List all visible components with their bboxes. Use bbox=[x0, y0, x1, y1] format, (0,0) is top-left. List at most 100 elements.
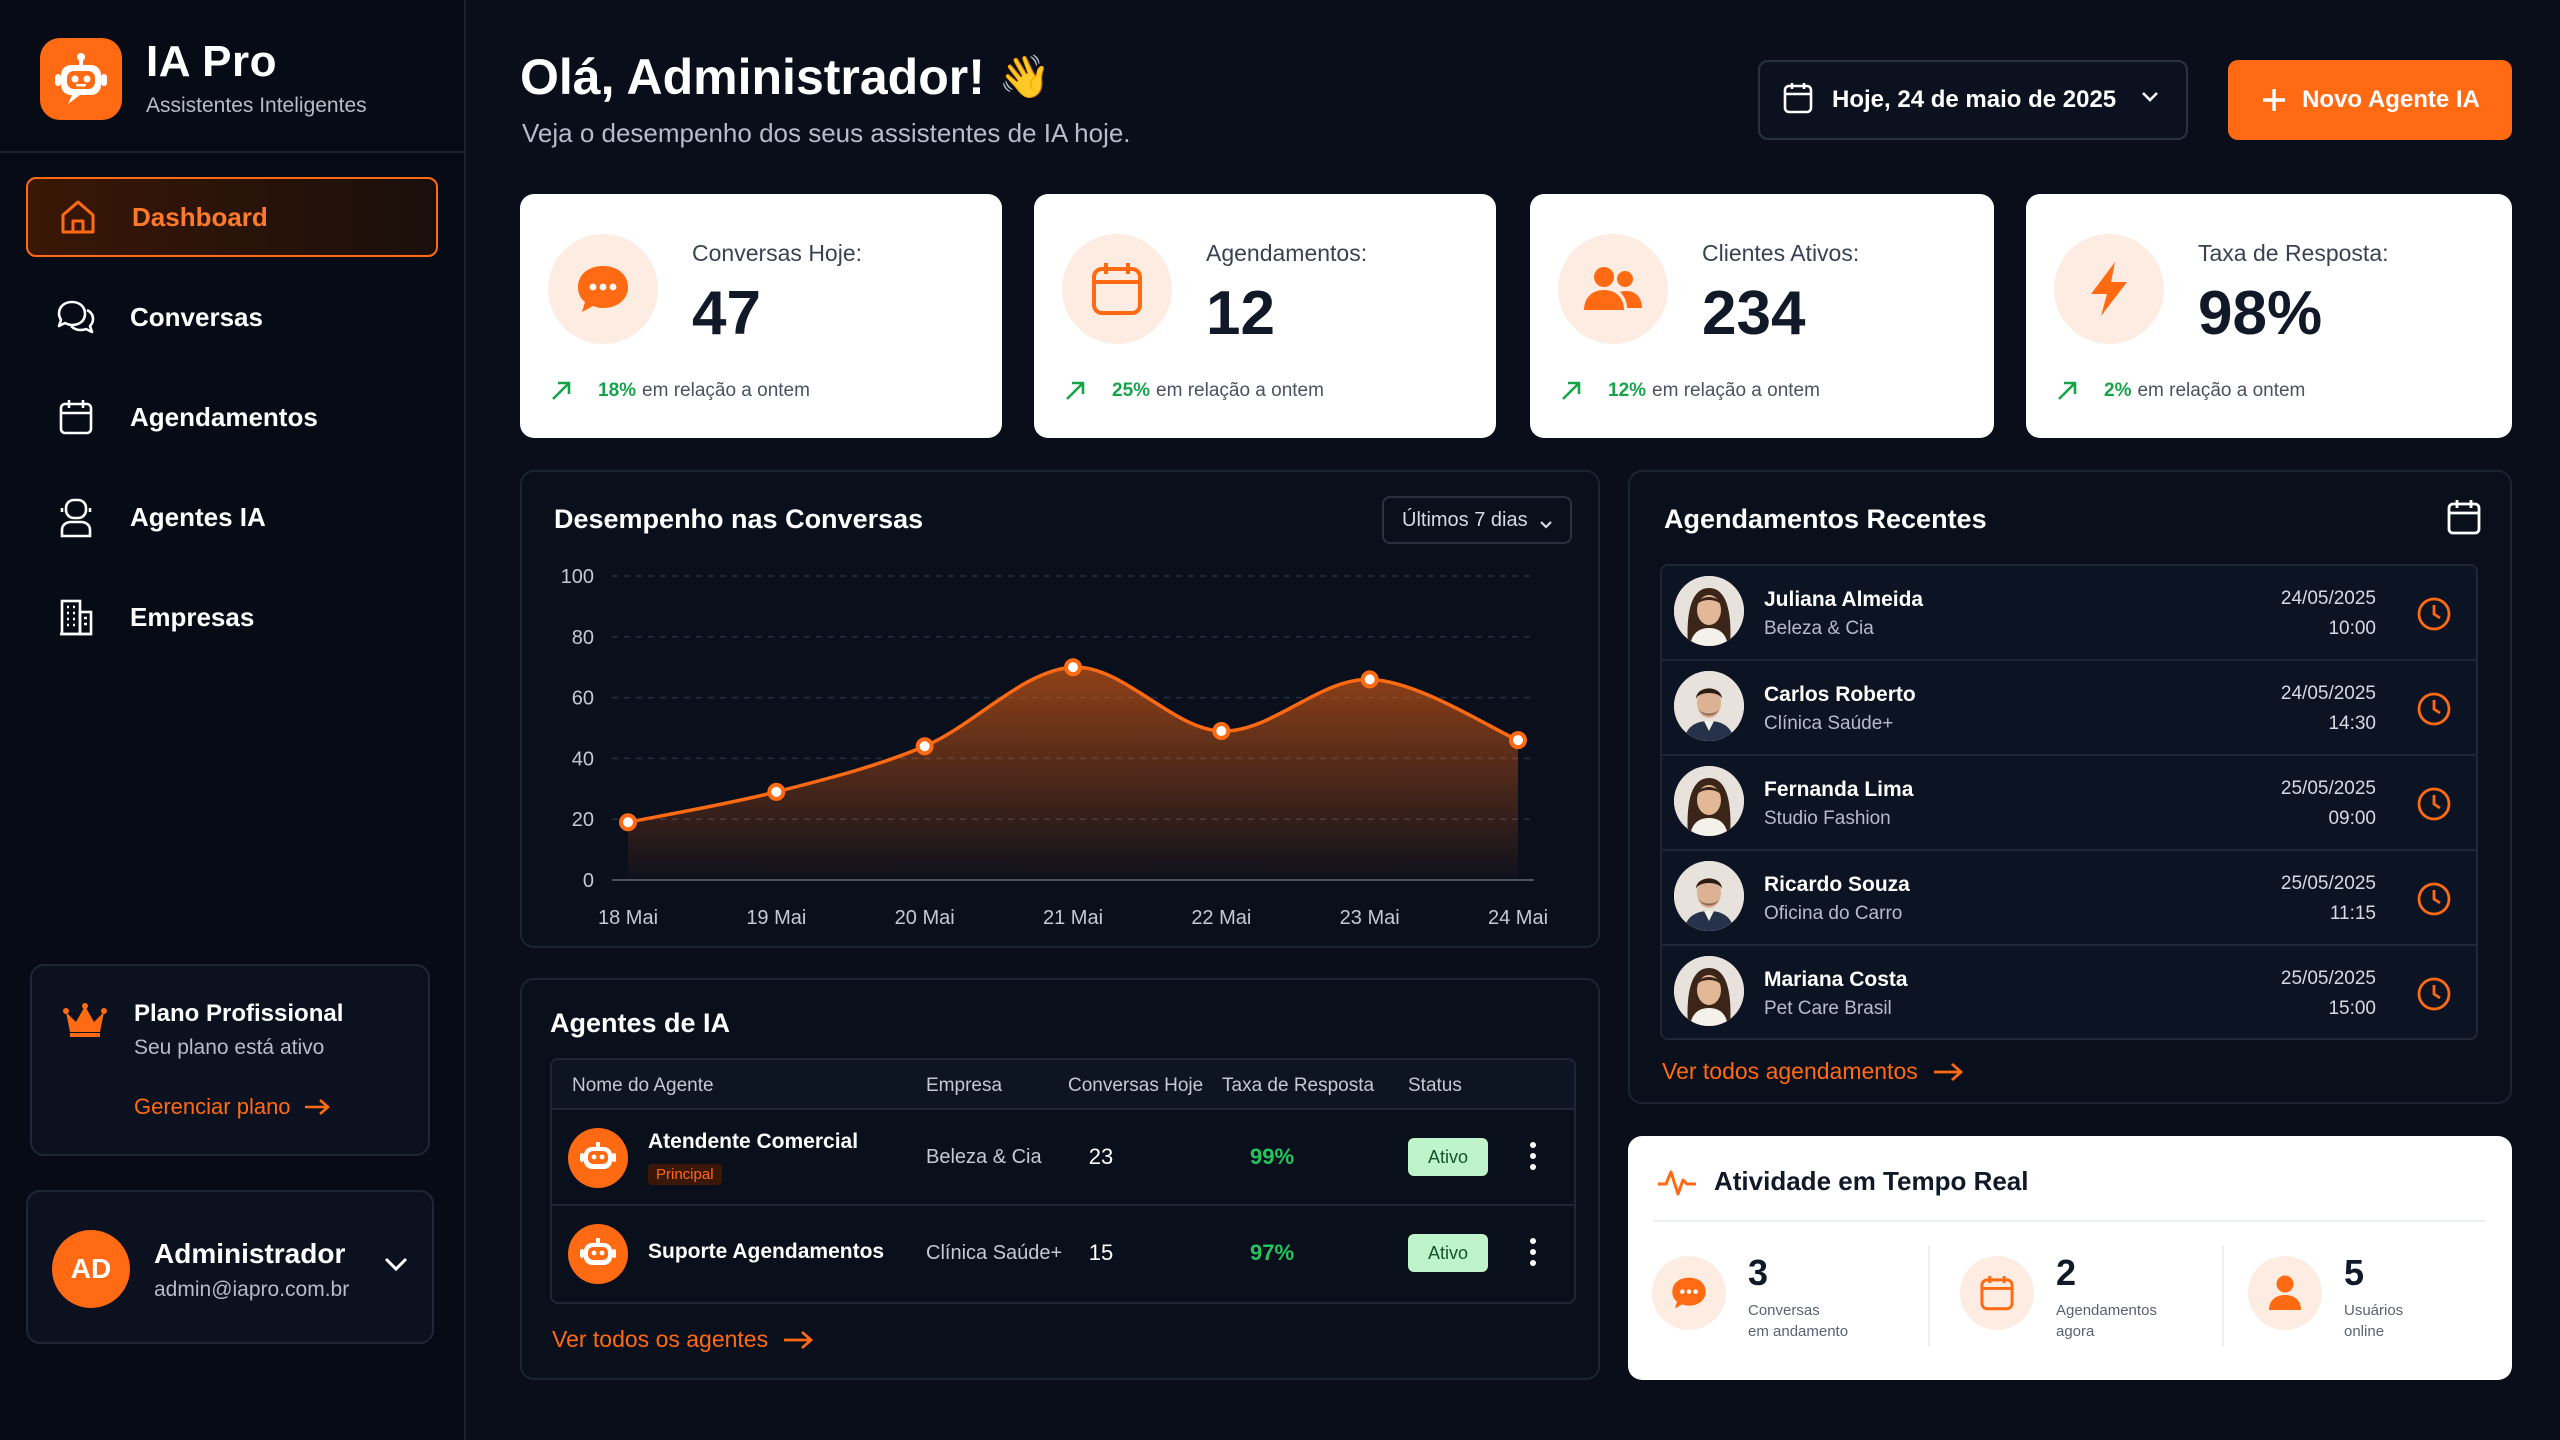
new-agent-button[interactable]: Novo Agente IA bbox=[2228, 60, 2512, 140]
agent-tag: Principal bbox=[648, 1164, 722, 1185]
status-badge: Ativo bbox=[1408, 1234, 1488, 1272]
agent-rate: 99% bbox=[1249, 1144, 1295, 1169]
data-point[interactable] bbox=[767, 782, 786, 801]
appointment-time: 09:00 bbox=[2328, 808, 2376, 829]
data-point[interactable] bbox=[1509, 731, 1527, 750]
stat-value: 12 bbox=[1206, 279, 1275, 348]
y-tick-label: 60 bbox=[572, 688, 594, 710]
appointment-row[interactable]: Mariana Costa Pet Care Brasil 25/05/2025… bbox=[1662, 946, 2476, 1038]
x-tick-label: 22 Mai bbox=[1191, 907, 1251, 929]
column-header: Conversas Hoje bbox=[1068, 1075, 1204, 1096]
app-title: IA Pro bbox=[146, 37, 277, 86]
sidebar: IA Pro Assistentes Inteligentes Dashboar… bbox=[0, 0, 466, 1440]
appointment-row[interactable]: Carlos Roberto Clínica Saúde+ 24/05/2025… bbox=[1662, 661, 2476, 756]
stat-percent: 18% bbox=[598, 380, 637, 401]
appointment-date: 24/05/2025 bbox=[2280, 683, 2376, 704]
column-header: Status bbox=[1408, 1075, 1462, 1096]
realtime-label: Agendamentos agora bbox=[2056, 1300, 2196, 1342]
y-tick-label: 20 bbox=[572, 809, 594, 831]
table-row[interactable]: Atendente Comercial Principal Beleza & C… bbox=[552, 1110, 1574, 1206]
chevron-down-icon[interactable] bbox=[382, 1254, 410, 1279]
data-point[interactable] bbox=[619, 813, 637, 832]
trend-up-icon bbox=[552, 381, 571, 400]
crown-icon bbox=[62, 1002, 108, 1043]
brand[interactable]: IA Pro Assistentes Inteligentes bbox=[40, 34, 367, 124]
calendar-icon[interactable] bbox=[2446, 498, 2482, 541]
sidebar-item-label: Agendamentos bbox=[130, 401, 318, 432]
sidebar-item-label: Dashboard bbox=[132, 201, 268, 232]
appointment-row[interactable]: Juliana Almeida Beleza & Cia 24/05/2025 … bbox=[1662, 566, 2476, 661]
data-point[interactable] bbox=[1212, 722, 1231, 741]
stat-percent: 2% bbox=[2104, 380, 2132, 401]
realtime-label-line: agora bbox=[2056, 1323, 2095, 1340]
appointment-date: 25/05/2025 bbox=[2280, 778, 2376, 799]
agent-icon bbox=[54, 495, 98, 539]
performance-title: Desempenho nas Conversas bbox=[554, 504, 924, 534]
agent-company: Beleza & Cia bbox=[926, 1146, 1042, 1168]
plus-icon bbox=[2263, 89, 2286, 111]
appointment-time: 15:00 bbox=[2328, 998, 2376, 1019]
realtime-label: Conversas em andamento bbox=[1748, 1300, 1888, 1342]
realtime-divider bbox=[2222, 1246, 2224, 1346]
stat-label: Clientes Ativos: bbox=[1702, 240, 1860, 266]
range-select[interactable]: Últimos 7 dias bbox=[1382, 496, 1572, 544]
avatar bbox=[1674, 576, 1744, 646]
stat-value: 98% bbox=[2198, 279, 2323, 348]
realtime-number: 3 bbox=[1748, 1252, 1769, 1293]
realtime-item-usuarios: 5 Usuários online bbox=[2248, 1246, 2518, 1356]
stat-trend-text: em relação a ontem bbox=[642, 380, 810, 401]
date-picker-button[interactable]: Hoje, 24 de maio de 2025 bbox=[1758, 60, 2188, 140]
sidebar-nav: Dashboard Conversas Agendamentos bbox=[26, 177, 438, 677]
robot-logo-icon bbox=[40, 38, 122, 120]
status-badge: Ativo bbox=[1408, 1138, 1488, 1176]
performance-panel: Desempenho nas Conversas Últimos 7 dias … bbox=[520, 470, 1600, 948]
manage-plan-label: Gerenciar plano bbox=[134, 1094, 291, 1119]
clock-icon bbox=[2416, 691, 2452, 732]
data-point[interactable] bbox=[1064, 658, 1082, 677]
agent-conversations: 15 bbox=[1088, 1240, 1114, 1265]
sidebar-item-dashboard[interactable]: Dashboard bbox=[26, 177, 438, 257]
sidebar-divider bbox=[0, 151, 464, 153]
appointment-time: 11:15 bbox=[2329, 903, 2376, 924]
arrow-right-icon bbox=[304, 1099, 330, 1115]
realtime-label-line: Conversas bbox=[1748, 1302, 1820, 1319]
data-point[interactable] bbox=[915, 737, 934, 756]
realtime-number: 2 bbox=[2056, 1252, 2077, 1293]
x-tick-label: 20 Mai bbox=[895, 907, 955, 929]
view-all-appointments-link[interactable]: Ver todos agendamentos bbox=[1662, 1058, 1964, 1085]
sidebar-item-agentes[interactable]: Agentes IA bbox=[26, 477, 438, 557]
appointment-row[interactable]: Ricardo Souza Oficina do Carro 25/05/202… bbox=[1662, 851, 2476, 946]
sidebar-item-conversas[interactable]: Conversas bbox=[26, 277, 438, 357]
sidebar-item-empresas[interactable]: Empresas bbox=[26, 577, 438, 657]
table-row[interactable]: Suporte Agendamentos Clínica Saúde+ 15 9… bbox=[552, 1206, 1574, 1302]
stat-card-taxa: Taxa de Resposta: 98% 2% em relação a on… bbox=[2026, 194, 2512, 438]
agent-company: Clínica Saúde+ bbox=[926, 1242, 1063, 1264]
stat-card-conversas: Conversas Hoje: 47 18% em relação a onte… bbox=[520, 194, 1002, 438]
wave-emoji: 👋 bbox=[998, 52, 1052, 100]
manage-plan-link[interactable]: Gerenciar plano bbox=[134, 1094, 331, 1120]
sidebar-item-agendamentos[interactable]: Agendamentos bbox=[26, 377, 438, 457]
appointments-list: Juliana Almeida Beleza & Cia 24/05/2025 … bbox=[1660, 564, 2478, 1040]
stat-trend-text: em relação a ontem bbox=[2137, 380, 2306, 401]
more-vertical-icon[interactable] bbox=[1528, 1236, 1538, 1273]
stat-percent: 12% bbox=[1608, 380, 1647, 401]
page-subtitle: Veja o desempenho dos seus assistentes d… bbox=[522, 118, 1131, 148]
more-vertical-icon[interactable] bbox=[1528, 1140, 1538, 1177]
view-all-agents-label: Ver todos os agentes bbox=[552, 1326, 769, 1352]
realtime-panel: Atividade em Tempo Real 3 Conversas em a… bbox=[1628, 1136, 2512, 1380]
user-email: admin@iapro.com.br bbox=[154, 1278, 350, 1301]
performance-chart: 100 80 60 40 20 018 Mai 19 Mai 20 Mai 21 Mai 22 M… bbox=[561, 566, 1548, 929]
realtime-title: Atividade em Tempo Real bbox=[1714, 1166, 2029, 1196]
agents-table: Nome do Agente Empresa Conversas Hoje Ta… bbox=[550, 1058, 1576, 1304]
data-point[interactable] bbox=[1360, 670, 1379, 689]
appointment-row[interactable]: Fernanda Lima Studio Fashion 25/05/2025 … bbox=[1662, 756, 2476, 851]
plan-status: Seu plano está ativo bbox=[134, 1036, 325, 1059]
calendar-icon bbox=[1782, 81, 1814, 120]
view-all-agents-link[interactable]: Ver todos os agentes bbox=[552, 1326, 814, 1353]
robot-icon bbox=[568, 1128, 628, 1188]
clock-icon bbox=[2416, 786, 2452, 827]
realtime-label-line: online bbox=[2344, 1323, 2385, 1340]
appointments-panel: Agendamentos Recentes Juliana Almeida Be… bbox=[1628, 470, 2512, 1104]
appointments-title: Agendamentos Recentes bbox=[1664, 504, 1987, 534]
user-card[interactable]: AD Administrador admin@iapro.com.br bbox=[26, 1190, 434, 1344]
